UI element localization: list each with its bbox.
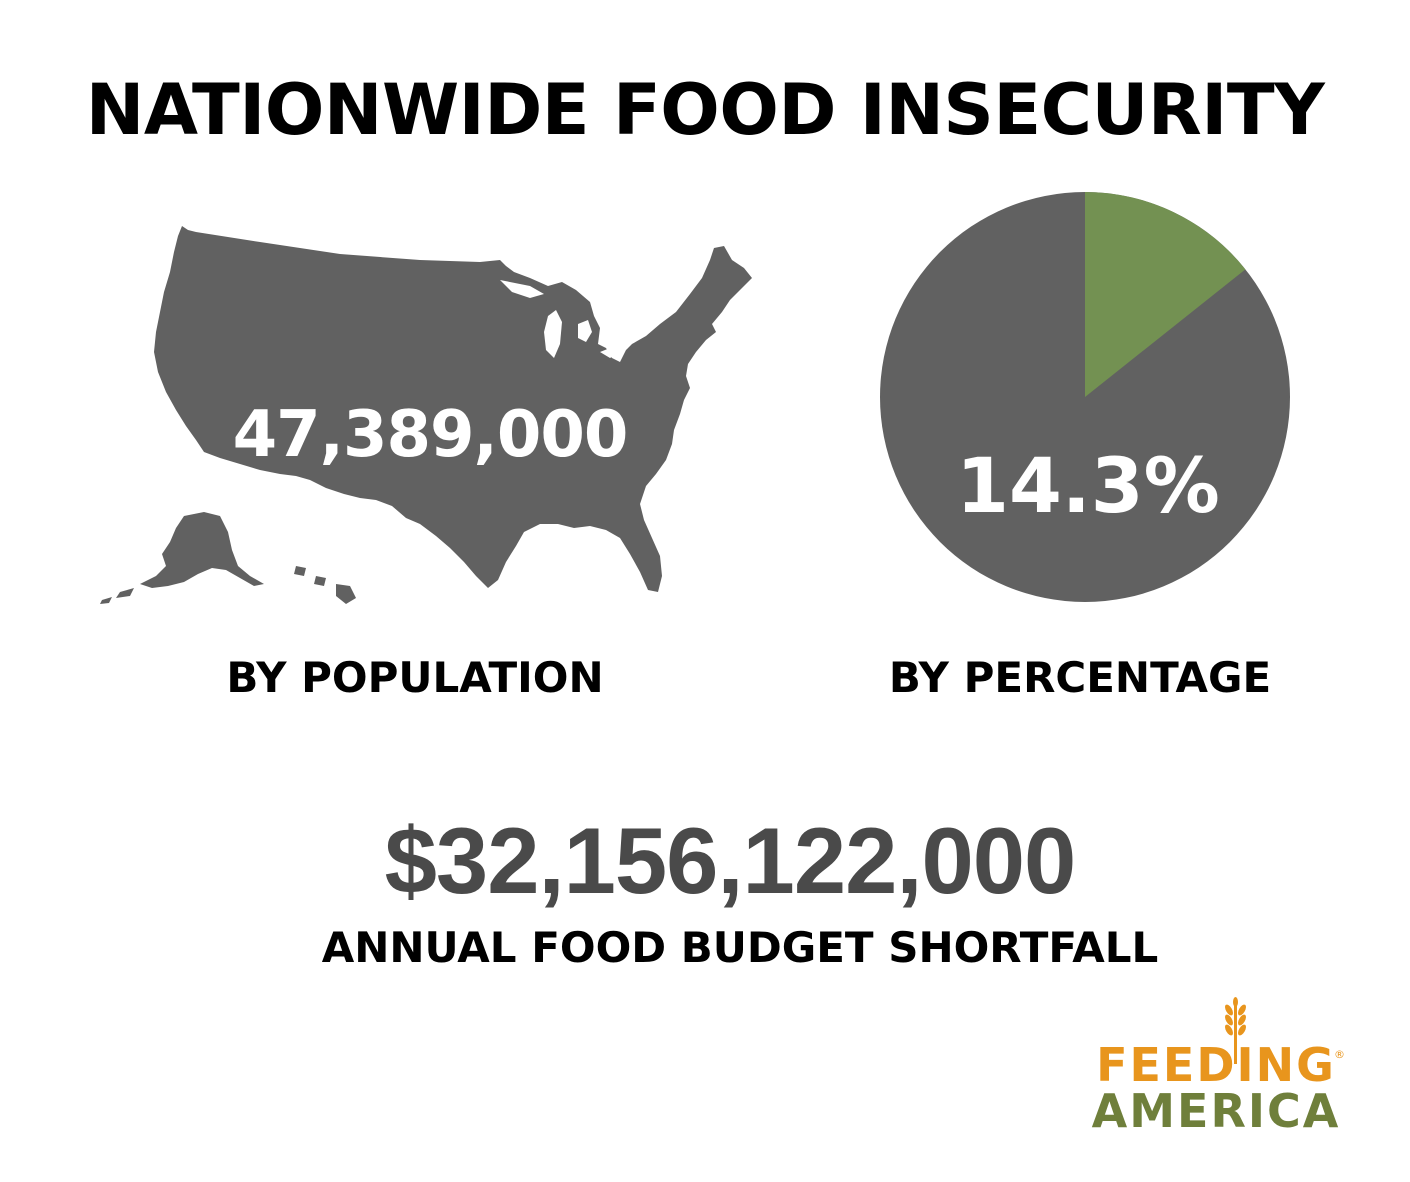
usa-map-icon <box>100 226 752 604</box>
logo-line-america: AMERICA <box>1091 1084 1341 1138</box>
shortfall-label: ANNUAL FOOD BUDGET SHORTFALL <box>321 923 1159 972</box>
pie-chart-icon <box>880 192 1290 602</box>
population-label: BY POPULATION <box>226 653 604 702</box>
page-title: NATIONWIDE FOOD INSECURITY <box>85 69 1325 151</box>
population-panel: 47,389,000 <box>100 220 760 610</box>
wheat-icon <box>1225 997 1246 1064</box>
feeding-america-logo: FEEDING AMERICA ® <box>1086 996 1346 1136</box>
percentage-label: BY PERCENTAGE <box>888 653 1272 702</box>
population-value: 47,389,000 <box>232 398 629 472</box>
shortfall-value: $32,156,122,000 <box>384 808 1077 913</box>
registered-mark: ® <box>1334 1048 1345 1061</box>
pie-highlight-slice <box>1085 192 1246 397</box>
percentage-value: 14.3% <box>956 441 1220 530</box>
logo-line-feeding: FEEDING <box>1096 1038 1336 1092</box>
percentage-panel: 14.3% <box>878 190 1292 604</box>
